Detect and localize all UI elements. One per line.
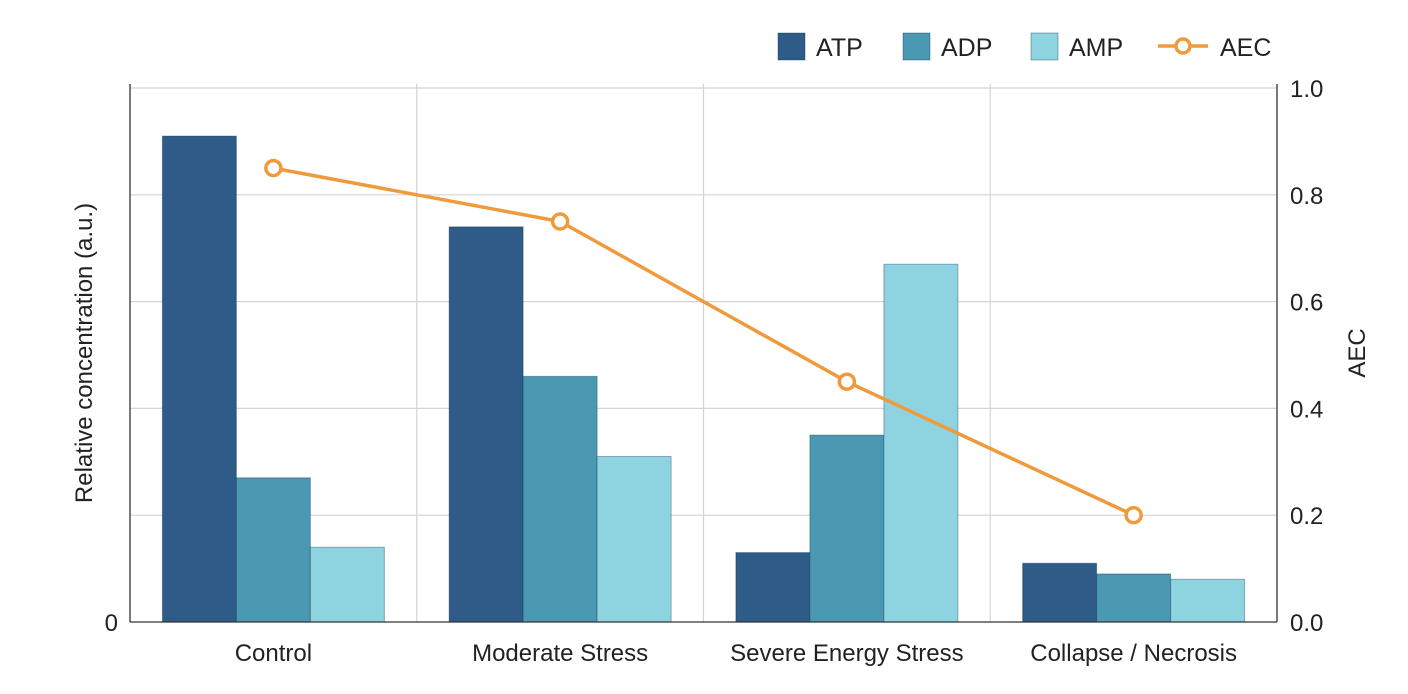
legend-label-amp: AMP [1069,34,1123,62]
x-tick-label: Severe Energy Stress [730,640,963,667]
x-tick-label: Moderate Stress [472,640,648,667]
aec-line-path [273,166,1135,517]
bar-atp [161,135,237,623]
aec-point [1124,505,1143,525]
bar-atp [448,226,524,623]
legend: ATP ADP AMP AEC [777,32,1271,62]
aec-point [550,212,570,231]
axes: 0.0 0.2 0.4 0.6 0.8 1.0 Control Moderate Stress… [129,76,1323,667]
bar-amp [883,263,959,623]
legend-label-atp: ATP [816,34,863,62]
aec-point [837,372,857,391]
bars [161,135,1246,623]
bar-amp [309,546,385,623]
aec-point [264,158,283,178]
legend-label-aec: AEC [1220,34,1271,62]
bar-adp [809,434,885,623]
legend-marker-aec [1174,37,1192,55]
bar-amp [1170,578,1246,623]
bar-atp [735,552,811,623]
legend-label-adp: ADP [941,34,992,62]
y2-axis-label: AEC [1344,328,1371,377]
bar-adp [522,375,598,623]
bar-amp [596,455,672,623]
y2-tick-label: 0.4 [1290,396,1323,423]
legend-swatch-adp [902,32,931,61]
y2-tick-label: 0.2 [1290,503,1323,530]
legend-swatch-amp [1030,32,1059,61]
y-tick-label: 0 [105,610,118,637]
x-tick-label: Control [235,640,312,667]
y2-tick-label: 0.6 [1290,290,1323,317]
aec-line [264,158,1143,525]
y-axis-label: Relative concentration (a.u.) [71,203,98,503]
bar-adp [235,477,311,623]
legend-swatch-atp [777,32,806,61]
y2-tick-label: 1.0 [1290,76,1323,103]
y2-tick-label: 0.0 [1290,610,1323,637]
x-tick-label: Collapse / Necrosis [1030,640,1237,667]
bar-atp [1022,562,1098,623]
y2-tick-label: 0.8 [1290,183,1323,210]
bar-adp [1096,573,1172,623]
